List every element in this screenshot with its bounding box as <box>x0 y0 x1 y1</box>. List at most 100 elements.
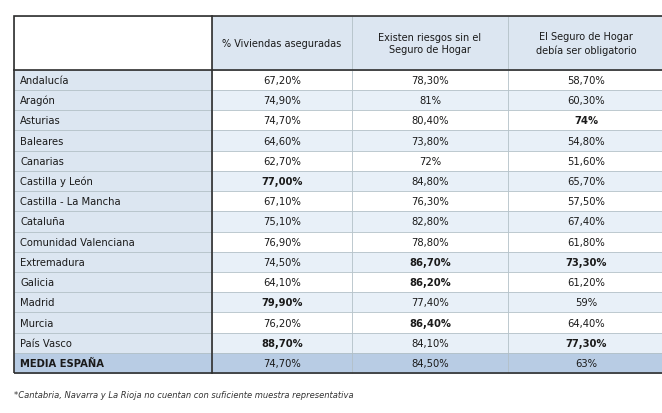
Text: 77,40%: 77,40% <box>411 298 449 308</box>
Text: 74,90%: 74,90% <box>263 96 301 106</box>
Bar <box>508 313 662 333</box>
Text: Madrid: Madrid <box>21 298 55 308</box>
Text: 61,20%: 61,20% <box>567 278 605 287</box>
Bar <box>352 272 508 292</box>
Text: 61,80%: 61,80% <box>567 237 605 247</box>
Bar <box>212 212 352 232</box>
Bar <box>508 171 662 192</box>
Bar <box>14 333 212 353</box>
Bar <box>14 192 212 212</box>
Bar <box>508 333 662 353</box>
Bar <box>352 192 508 212</box>
Text: 62,70%: 62,70% <box>263 157 301 166</box>
Bar <box>212 131 352 151</box>
Bar <box>352 353 508 373</box>
Bar <box>352 313 508 333</box>
Text: Comunidad Valenciana: Comunidad Valenciana <box>21 237 135 247</box>
Text: 78,30%: 78,30% <box>411 76 449 86</box>
Bar <box>508 91 662 111</box>
Text: Canarias: Canarias <box>21 157 64 166</box>
Bar <box>352 17 508 71</box>
Text: 84,50%: 84,50% <box>411 358 449 368</box>
Bar <box>212 313 352 333</box>
Bar <box>212 252 352 272</box>
Text: 76,30%: 76,30% <box>411 197 449 207</box>
Text: 63%: 63% <box>575 358 597 368</box>
Text: 74,50%: 74,50% <box>263 257 301 267</box>
Bar <box>508 71 662 91</box>
Bar <box>508 272 662 292</box>
Text: 57,50%: 57,50% <box>567 197 605 207</box>
Text: 88,70%: 88,70% <box>261 338 303 348</box>
Bar <box>14 111 212 131</box>
Text: 73,30%: 73,30% <box>565 257 607 267</box>
Text: 84,10%: 84,10% <box>411 338 449 348</box>
Bar <box>212 292 352 313</box>
Bar <box>508 292 662 313</box>
Text: Andalucía: Andalucía <box>21 76 70 86</box>
Bar <box>508 252 662 272</box>
Bar <box>14 171 212 192</box>
Bar <box>14 272 212 292</box>
Text: 86,40%: 86,40% <box>409 318 451 328</box>
Text: 77,00%: 77,00% <box>261 177 303 187</box>
Bar <box>508 212 662 232</box>
Text: 86,20%: 86,20% <box>409 278 451 287</box>
Bar <box>352 131 508 151</box>
Bar <box>14 71 212 91</box>
Bar <box>352 91 508 111</box>
Text: 76,90%: 76,90% <box>263 237 301 247</box>
Text: 51,60%: 51,60% <box>567 157 605 166</box>
Bar <box>212 91 352 111</box>
Bar <box>212 151 352 171</box>
Text: Galicia: Galicia <box>21 278 54 287</box>
Text: País Vasco: País Vasco <box>21 338 72 348</box>
Text: Baleares: Baleares <box>21 136 64 146</box>
Text: 67,10%: 67,10% <box>263 197 301 207</box>
Bar <box>212 192 352 212</box>
Text: Castilla y León: Castilla y León <box>21 176 93 187</box>
Bar <box>14 91 212 111</box>
Text: Existen riesgos sin el
Seguro de Hogar: Existen riesgos sin el Seguro de Hogar <box>379 33 481 55</box>
Bar <box>508 111 662 131</box>
Text: 59%: 59% <box>575 298 597 308</box>
Text: Murcia: Murcia <box>21 318 54 328</box>
Bar <box>352 111 508 131</box>
Text: % Viviendas aseguradas: % Viviendas aseguradas <box>222 39 342 49</box>
Bar <box>14 151 212 171</box>
Text: 64,10%: 64,10% <box>263 278 301 287</box>
Text: 67,40%: 67,40% <box>567 217 605 227</box>
Text: 84,80%: 84,80% <box>411 177 449 187</box>
Bar <box>14 252 212 272</box>
Text: Extremadura: Extremadura <box>21 257 85 267</box>
Bar <box>14 17 212 71</box>
Text: 74,70%: 74,70% <box>263 116 301 126</box>
Bar <box>352 232 508 252</box>
Bar <box>14 313 212 333</box>
Bar <box>212 111 352 131</box>
Text: 54,80%: 54,80% <box>567 136 605 146</box>
Text: Asturias: Asturias <box>21 116 61 126</box>
Text: 64,40%: 64,40% <box>567 318 605 328</box>
Text: 64,60%: 64,60% <box>263 136 301 146</box>
Bar <box>212 71 352 91</box>
Bar <box>352 71 508 91</box>
Bar <box>352 151 508 171</box>
Bar <box>352 333 508 353</box>
Bar <box>212 171 352 192</box>
Text: 80,40%: 80,40% <box>411 116 449 126</box>
Text: 73,80%: 73,80% <box>411 136 449 146</box>
Text: 60,30%: 60,30% <box>567 96 605 106</box>
Text: *Cantabria, Navarra y La Rioja no cuentan con suficiente muestra representativa: *Cantabria, Navarra y La Rioja no cuenta… <box>14 390 354 399</box>
Text: 78,80%: 78,80% <box>411 237 449 247</box>
Text: 77,30%: 77,30% <box>565 338 607 348</box>
Text: 72%: 72% <box>419 157 441 166</box>
Bar <box>212 353 352 373</box>
Bar <box>14 131 212 151</box>
Text: 74%: 74% <box>574 116 598 126</box>
Bar <box>508 232 662 252</box>
Text: Aragón: Aragón <box>21 96 56 106</box>
Bar <box>352 252 508 272</box>
Bar <box>508 353 662 373</box>
Bar <box>352 212 508 232</box>
